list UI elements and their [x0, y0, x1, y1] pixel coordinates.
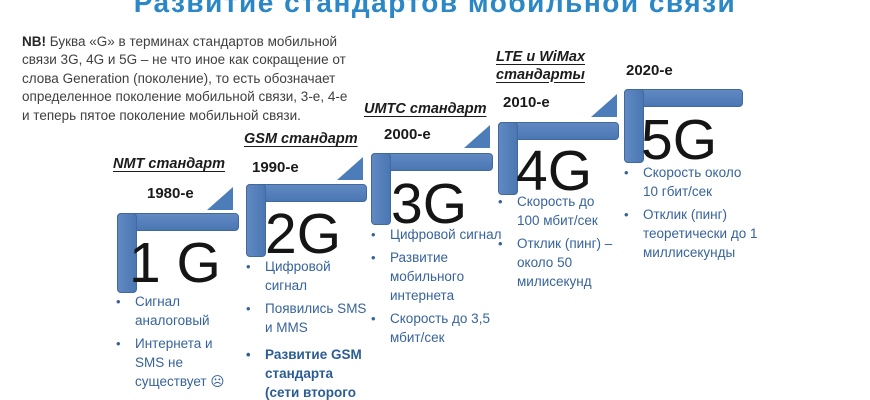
upward-triangle-icon: [464, 125, 490, 148]
generation-label: 2G: [265, 202, 342, 266]
generation-label: 1 G: [129, 231, 221, 295]
upward-triangle-icon: [337, 157, 363, 180]
standard-label: LTE и WiMax стандарты: [496, 49, 586, 83]
upward-triangle-icon: [591, 94, 617, 117]
standard-label: GSM стандарт: [244, 131, 358, 147]
feature-item: Отклик (пинг) – около 50 милисекунд: [495, 234, 630, 291]
decade-label: 1980-е: [147, 185, 194, 202]
feature-list: Цифровой сигнал Появились SMS и MMS Развит…: [243, 257, 418, 400]
feature-item: Появились SMS и MMS: [243, 299, 418, 337]
decade-label: 1990-е: [252, 159, 299, 176]
standard-label: NMT стандарт: [113, 156, 225, 172]
feature-item: Развитие GSM стандарта (сети второго пок…: [243, 345, 418, 400]
feature-item: Скорость около 10 гбит/сек: [621, 163, 769, 201]
feature-item: Сигнал аналоговый: [113, 292, 238, 330]
decade-label: 2000-е: [384, 126, 431, 143]
feature-item: Цифровой сигнал: [368, 225, 503, 244]
step-leg-shape: [498, 122, 518, 195]
feature-list: Цифровой сигнал Развитие мобильного интер…: [368, 225, 503, 351]
nb-note: NB! Буква «G» в терминах стандартов моби…: [22, 33, 358, 125]
feature-item: Цифровой сигнал: [243, 257, 418, 295]
nb-text: Буква «G» в терминах стандартов мобильно…: [22, 34, 348, 123]
standard-label: UMTC стандарт: [364, 101, 487, 117]
step-leg-shape: [246, 184, 266, 257]
feature-list: Скорость около 10 гбит/сек Отклик (пинг) …: [621, 163, 769, 266]
feature-list: Скорость до 100 мбит/сек Отклик (пинг) – …: [495, 192, 630, 295]
step-leg-shape: [371, 153, 391, 225]
feature-item: Интернета и SMS не существует ☹: [113, 334, 238, 391]
generation-label: 3G: [391, 172, 468, 236]
generation-label: 4G: [516, 139, 593, 203]
feature-item: Скорость до 3,5 мбит/сек: [368, 309, 503, 347]
nb-label: NB!: [22, 34, 46, 49]
feature-item: Скорость до 100 мбит/сек: [495, 192, 630, 230]
decade-label: 2020-е: [626, 62, 673, 79]
feature-item: Отклик (пинг) теоретически до 1 миллисек…: [621, 205, 769, 262]
feature-item: Развитие мобильного интернета: [368, 248, 503, 305]
page-title: Развитие стандартов мобильной связи: [133, 0, 737, 18]
decade-label: 2010-е: [503, 94, 550, 111]
upward-triangle-icon: [207, 187, 233, 210]
generation-label: 5G: [641, 108, 718, 172]
feature-list: Сигнал аналоговый Интернета и SMS не суще…: [113, 292, 238, 395]
